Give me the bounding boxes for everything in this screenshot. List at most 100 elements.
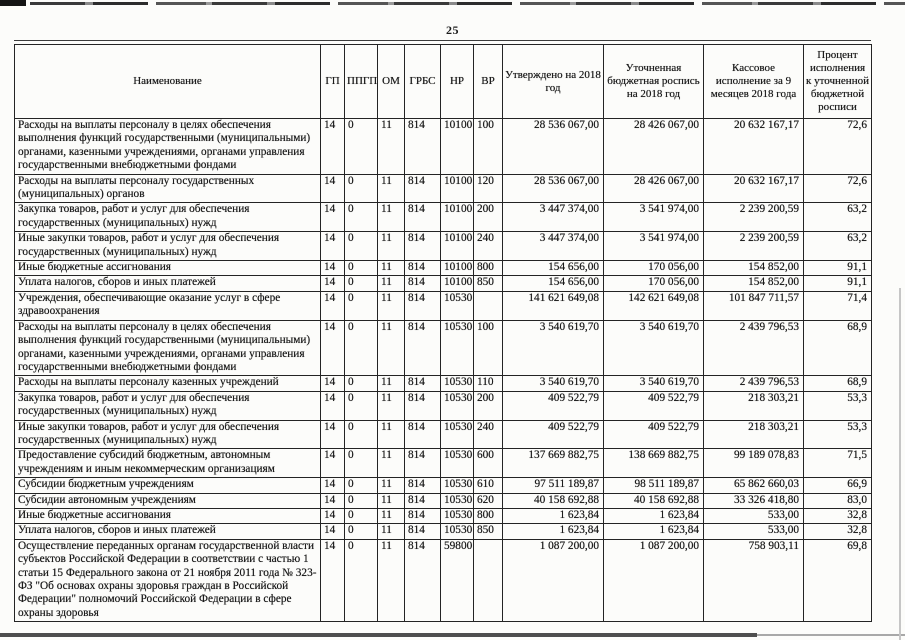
cell-vr: 110 (473, 375, 503, 392)
scan-artifact-top-line (30, 2, 905, 5)
cell-nr: 10530 (440, 448, 474, 479)
cell-approved: 3 540 619,70 (502, 319, 604, 377)
table-row: Субсидии автономным учреждениям 14 0 11 814 1… (14, 492, 872, 509)
cell-cash: 2 439 796,53 (703, 375, 804, 392)
cell-percent: 32,8 (803, 523, 872, 540)
cell-vr: 200 (473, 202, 503, 233)
cell-name: Иные закупки товаров, работ и услуг для … (14, 419, 321, 450)
cell-updated: 409 522,79 (603, 390, 704, 421)
cell-gp: 14 (320, 492, 345, 509)
cell-percent: 68,9 (803, 375, 872, 392)
cell-updated: 1 623,84 (603, 507, 704, 525)
cell-updated: 170 056,00 (603, 275, 704, 292)
cell-grbs: 814 (404, 231, 441, 262)
col-header-vr: ВР (473, 44, 503, 119)
cell-cash: 758 903,11 (703, 538, 804, 623)
table-row: Субсидии бюджетным учреждениям 14 0 11 814 10… (14, 477, 872, 494)
scan-artifact-corner-mark (0, 0, 26, 6)
cell-om: 11 (377, 448, 405, 479)
cell-approved: 1 623,84 (502, 507, 604, 525)
cell-cash: 20 632 167,17 (703, 173, 804, 204)
cell-om: 11 (377, 492, 405, 509)
table-row: Закупка товаров, работ и услуг для обесп… (14, 202, 872, 233)
cell-vr: 240 (473, 419, 503, 450)
cell-approved: 154 656,00 (502, 260, 604, 277)
cell-gp: 14 (320, 538, 345, 623)
cell-approved: 137 669 882,75 (502, 448, 604, 479)
cell-grbs: 814 (404, 173, 441, 204)
cell-om: 11 (377, 477, 405, 494)
cell-cash: 218 303,21 (703, 419, 804, 450)
cell-name: Иные закупки товаров, работ и услуг для … (14, 231, 321, 262)
cell-om: 11 (377, 419, 405, 450)
cell-percent: 91,1 (803, 260, 872, 277)
cell-om: 11 (377, 390, 405, 421)
col-header-percent: Процент исполнения к уточненной бюджетно… (803, 44, 872, 119)
cell-om: 11 (377, 231, 405, 262)
table-row: Уплата налогов, сборов и иных платежей 14… (14, 523, 872, 540)
cell-ppgp: 0 (344, 231, 378, 262)
cell-cash: 533,00 (703, 507, 804, 525)
cell-ppgp: 0 (344, 118, 378, 175)
cell-vr: 120 (473, 173, 503, 204)
cell-gp: 14 (320, 118, 345, 175)
cell-name: Иные бюджетные ассигнования (14, 260, 321, 277)
col-header-gp: ГП (320, 44, 345, 119)
cell-vr: 800 (473, 260, 503, 277)
budget-execution-table: Наименование ГП ППГП ОМ ГРБС НР ВР Утвер… (14, 44, 872, 623)
cell-cash: 2 239 200,59 (703, 231, 804, 262)
cell-name: Расходы на выплаты персоналу государстве… (14, 173, 321, 204)
cell-updated: 138 669 882,75 (603, 448, 704, 479)
cell-name: Учреждения, обеспечивающие оказание услу… (14, 290, 321, 321)
cell-percent: 72,6 (803, 118, 872, 175)
cell-grbs: 814 (404, 275, 441, 292)
cell-nr: 10530 (440, 477, 474, 494)
cell-nr: 59800 (440, 538, 474, 623)
cell-updated: 3 541 974,00 (603, 231, 704, 262)
cell-updated: 3 540 619,70 (603, 319, 704, 377)
cell-name: Расходы на выплаты персоналу казенных уч… (14, 375, 321, 392)
cell-percent: 32,8 (803, 507, 872, 525)
cell-gp: 14 (320, 260, 345, 277)
scan-artifact-bottom-line (0, 633, 757, 637)
cell-grbs: 814 (404, 448, 441, 479)
cell-om: 11 (377, 319, 405, 377)
table-row: Учреждения, обеспечивающие оказание услу… (14, 290, 872, 321)
cell-gp: 14 (320, 390, 345, 421)
cell-cash: 154 852,00 (703, 260, 804, 277)
cell-cash: 99 189 078,83 (703, 448, 804, 479)
cell-gp: 14 (320, 507, 345, 525)
cell-updated: 28 426 067,00 (603, 173, 704, 204)
cell-vr (473, 290, 503, 321)
cell-percent: 69,8 (803, 538, 872, 623)
cell-approved: 3 447 374,00 (502, 231, 604, 262)
cell-grbs: 814 (404, 375, 441, 392)
cell-nr: 10530 (440, 290, 474, 321)
cell-ppgp: 0 (344, 173, 378, 204)
table-row: Закупка товаров, работ и услуг для обесп… (14, 390, 872, 421)
cell-updated: 1 623,84 (603, 523, 704, 540)
cell-vr: 850 (473, 275, 503, 292)
cell-approved: 409 522,79 (502, 419, 604, 450)
cell-nr: 10530 (440, 419, 474, 450)
cell-name: Расходы на выплаты персоналу в целях обе… (14, 118, 321, 175)
cell-updated: 3 541 974,00 (603, 202, 704, 233)
cell-grbs: 814 (404, 118, 441, 175)
cell-name: Иные бюджетные ассигнования (14, 507, 321, 525)
cell-name: Уплата налогов, сборов и иных платежей (14, 275, 321, 292)
cell-nr: 10100 (440, 231, 474, 262)
cell-name: Закупка товаров, работ и услуг для обесп… (14, 202, 321, 233)
cell-nr: 10100 (440, 260, 474, 277)
cell-approved: 1 087 200,00 (502, 538, 604, 623)
cell-name: Расходы на выплаты персоналу в целях обе… (14, 319, 321, 377)
table-row: Расходы на выплаты персоналу в целях обе… (14, 319, 872, 377)
cell-nr: 10530 (440, 319, 474, 377)
cell-vr: 610 (473, 477, 503, 494)
cell-approved: 3 447 374,00 (502, 202, 604, 233)
scan-artifact-double-border (14, 40, 871, 41)
cell-percent: 71,5 (803, 448, 872, 479)
cell-cash: 2 239 200,59 (703, 202, 804, 233)
cell-percent: 53,3 (803, 390, 872, 421)
cell-approved: 409 522,79 (502, 390, 604, 421)
cell-gp: 14 (320, 290, 345, 321)
